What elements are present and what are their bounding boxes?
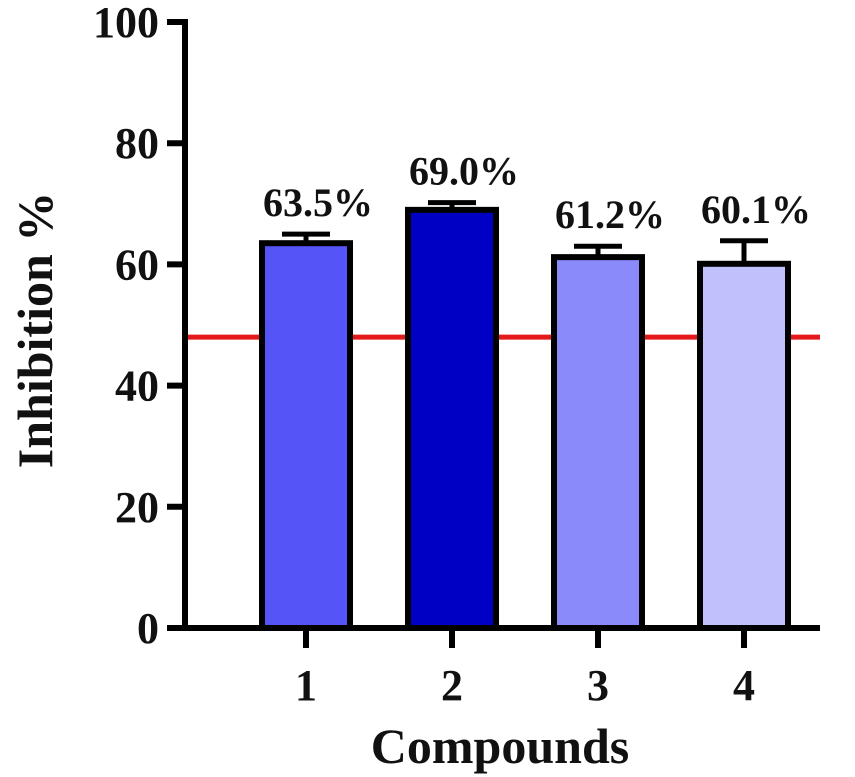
data-labels: 63.5% 69.0% 61.2% 60.1% (263, 149, 811, 238)
y-axis-title: Inhibition % (7, 192, 63, 469)
y-tick-label: 40 (115, 362, 159, 411)
x-tick-label: 3 (587, 661, 609, 710)
x-axis-title: Compounds (371, 718, 629, 774)
y-tick-label: 0 (137, 604, 159, 653)
y-ticks: 0 20 40 60 80 100 (93, 0, 185, 653)
axes-layer (182, 19, 820, 631)
bar-4 (697, 260, 791, 631)
x-ticks: 1 2 3 4 (295, 628, 755, 710)
bar-1 (259, 240, 353, 631)
bar-2 (405, 206, 499, 632)
y-tick-label: 60 (115, 240, 159, 289)
bars-layer (259, 200, 791, 632)
data-label: 60.1% (701, 187, 811, 232)
data-label: 61.2% (555, 192, 665, 237)
x-tick-label: 2 (441, 661, 463, 710)
bar-3 (551, 254, 645, 631)
x-tick-label: 1 (295, 661, 317, 710)
y-tick-label: 100 (93, 0, 159, 47)
x-tick-label: 4 (733, 661, 755, 710)
y-tick-label: 20 (115, 483, 159, 532)
y-tick-label: 80 (115, 119, 159, 168)
data-label: 69.0% (409, 149, 519, 194)
data-label: 63.5% (263, 180, 373, 225)
